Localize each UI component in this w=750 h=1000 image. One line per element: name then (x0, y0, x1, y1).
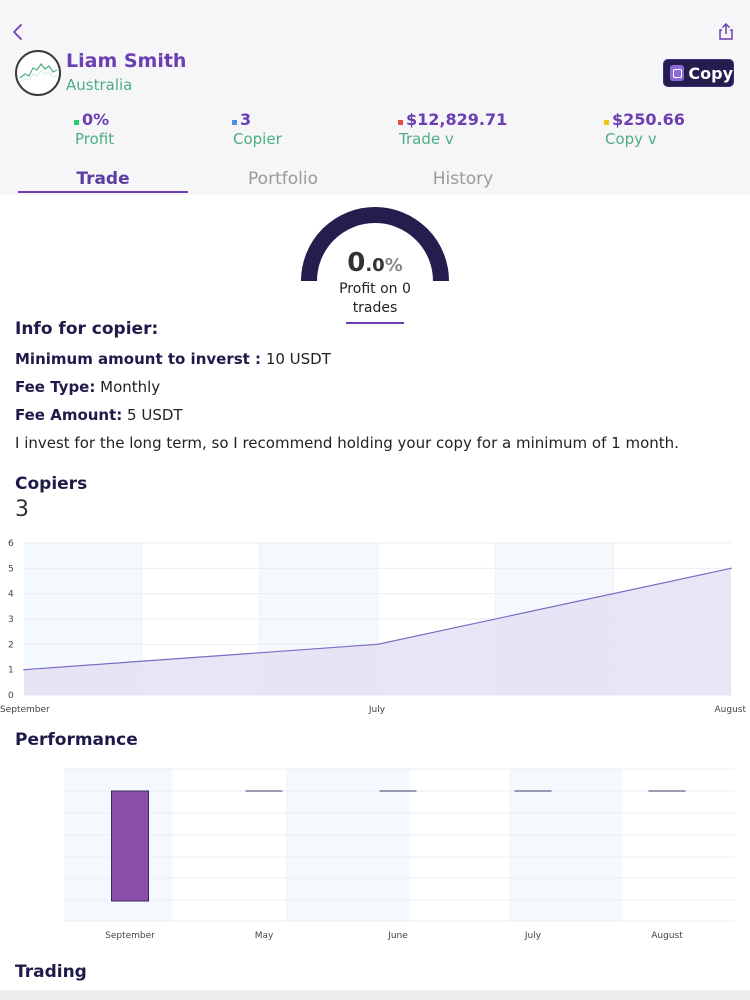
gauge-caption-line: trades (352, 300, 398, 316)
copiers-chart: 0 1 2 3 4 5 6 September July August (0, 539, 747, 715)
sparkline-avatar-icon (19, 62, 58, 83)
info-value: Monthly (95, 378, 161, 396)
info-key: Fee Type: (15, 378, 96, 396)
avatar (15, 50, 61, 96)
y-tick-label: 1 (8, 666, 14, 676)
gauge-value: 0.0% (300, 248, 450, 278)
copiers-count: 3 (15, 497, 29, 522)
y-tick-label: 0 (8, 691, 14, 701)
gauge-caption: Profit on 0 trades (325, 280, 425, 318)
stat-value: 3 (240, 110, 252, 129)
copy-button-label: Copy (688, 63, 733, 83)
x-tick-label: July (368, 705, 386, 715)
profit-marker (74, 120, 79, 125)
copier-marker (232, 120, 237, 125)
x-tick-label: July (524, 931, 542, 941)
tab-history[interactable]: History (432, 169, 494, 189)
info-value: 5 USDT (122, 406, 183, 424)
chart-band (510, 769, 622, 921)
info-note: I invest for the long term, so I recomme… (15, 434, 679, 452)
gauge-caption-line: Profit on 0 (339, 281, 411, 297)
x-tick-label: September (0, 705, 50, 715)
stat-copier: 3 Copier (232, 110, 282, 148)
back-icon[interactable] (10, 22, 28, 42)
y-tick-label: 5 (8, 564, 14, 574)
y-tick-label: 4 (8, 590, 14, 600)
gauge-value-percent: % (384, 255, 403, 276)
x-tick-label: September (105, 931, 155, 941)
stat-label: Trade v (399, 130, 454, 148)
tab-trade[interactable]: Trade (76, 169, 130, 189)
info-key: Minimum amount to inverst : (15, 350, 262, 368)
tab-portfolio[interactable]: Portfolio (248, 169, 318, 189)
gauge-underline (346, 322, 404, 324)
data-point (23, 668, 25, 671)
user-country: Australia (66, 76, 133, 94)
y-tick-label: 6 (8, 539, 14, 549)
trading-title: Trading (15, 962, 87, 982)
stat-label: Profit (75, 130, 115, 148)
stat-value: $250.66 (612, 110, 685, 129)
gauge-value-dec: .0 (365, 255, 385, 276)
copier-info: Info for copier: Minimum amount to inver… (15, 319, 735, 457)
info-row-fee-amount: Fee Amount: 5 USDT (15, 401, 735, 429)
copy-button[interactable]: Copy (663, 59, 734, 87)
stat-value: $12,829.71 (406, 110, 508, 129)
info-row-min-amount: Minimum amount to inverst : 10 USDT (15, 345, 735, 373)
copiers-title: Copiers (15, 474, 88, 494)
x-tick-label: June (387, 931, 408, 941)
info-value: 10 USDT (261, 350, 331, 368)
trade-volume-marker (398, 120, 403, 125)
x-tick-label: August (651, 931, 683, 941)
status-bar (0, 0, 750, 14)
performance-title: Performance (15, 730, 138, 750)
copy-icon (670, 65, 685, 81)
share-icon[interactable] (716, 22, 736, 42)
info-key: Fee Amount: (15, 406, 123, 424)
profile-header: Liam Smith Australia Copy 0% Profit 3 Co… (0, 0, 750, 195)
y-tick-label: 2 (8, 640, 14, 650)
data-point (376, 643, 379, 646)
stat-label: Copy v (605, 130, 657, 148)
chart-band (287, 769, 409, 921)
profit-gauge (301, 207, 449, 282)
bar (111, 790, 149, 902)
y-tick-label: 3 (8, 615, 14, 625)
stat-profit: 0% Profit (74, 110, 114, 148)
user-name: Liam Smith (66, 50, 187, 72)
stat-value: 0% (82, 110, 110, 129)
series-area (24, 568, 731, 695)
stat-trade-volume: $12,829.71 Trade v (398, 110, 507, 148)
info-title: Info for copier: (15, 319, 159, 339)
x-tick-label: May (255, 931, 274, 941)
stat-label: Copier (233, 130, 282, 148)
performance-chart: September May June July August (64, 768, 735, 941)
active-tab-indicator (18, 191, 188, 193)
bottom-bar (0, 990, 750, 1000)
info-row-fee-type: Fee Type: Monthly (15, 373, 735, 401)
data-point (730, 567, 732, 570)
gauge-value-int: 0 (347, 248, 366, 278)
copy-volume-marker (604, 120, 609, 125)
stat-copy-volume: $250.66 Copy v (604, 110, 685, 148)
x-tick-label: August (715, 705, 747, 715)
